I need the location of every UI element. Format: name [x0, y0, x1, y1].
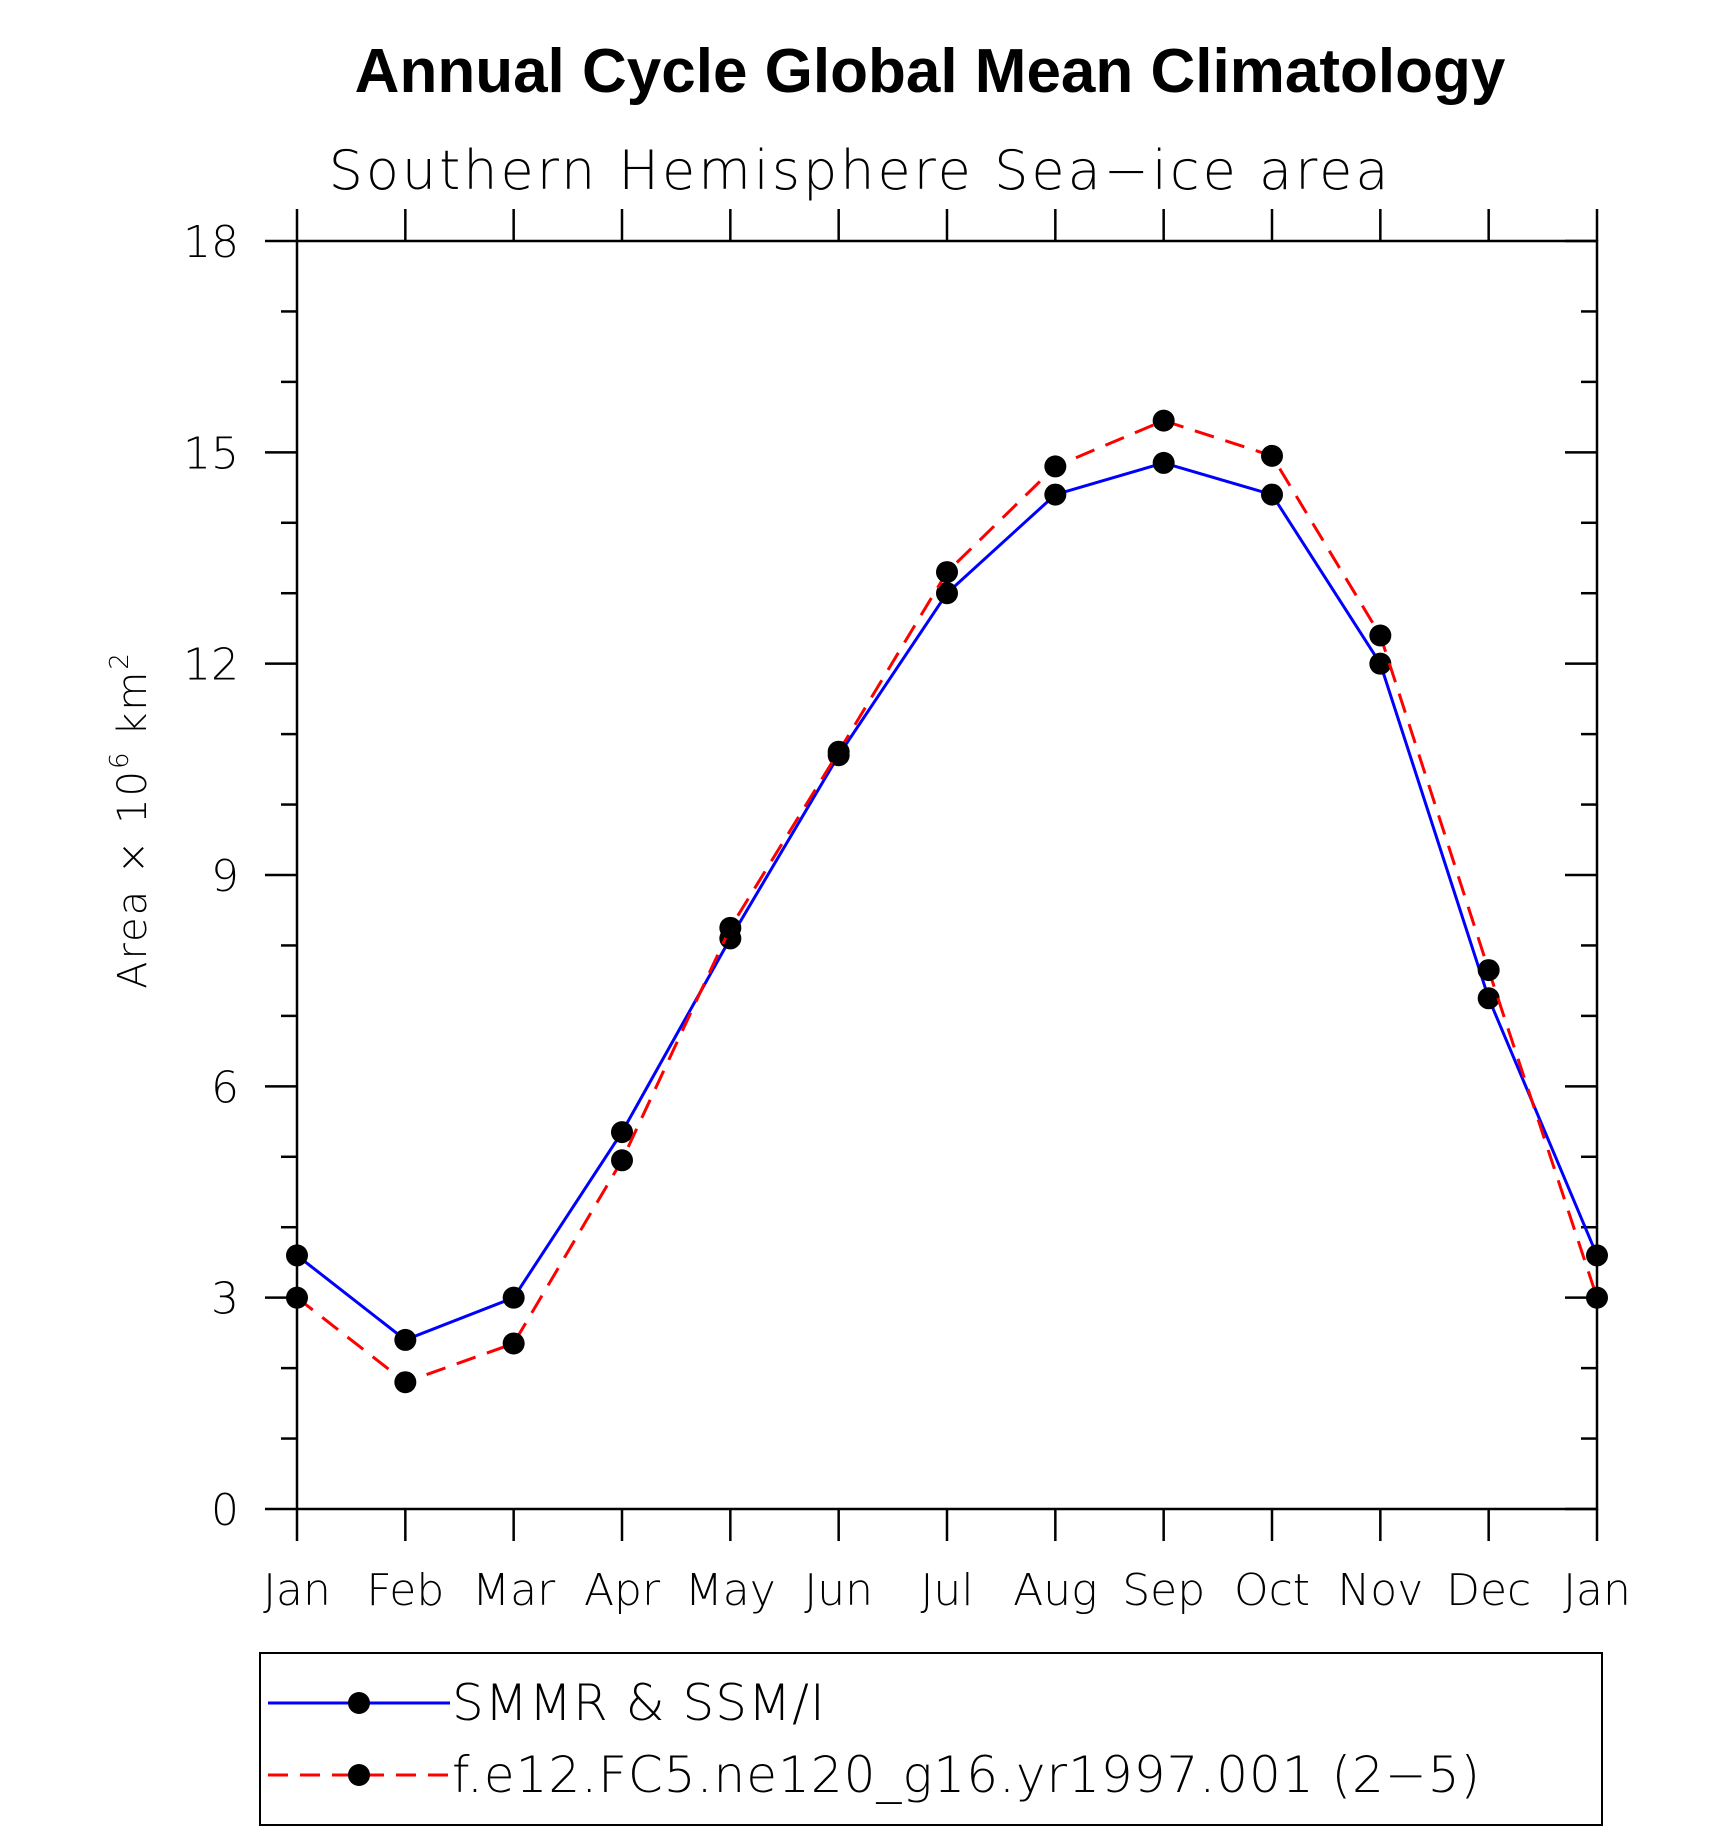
data-point — [1261, 444, 1283, 467]
series-1 — [286, 409, 1608, 1394]
x-tick-label: Jan — [263, 1565, 331, 1616]
data-point — [1586, 1244, 1608, 1267]
axes — [265, 209, 1599, 1541]
data-point — [1044, 455, 1067, 478]
y-tick-label: 15 — [183, 428, 239, 479]
data-point — [1477, 959, 1500, 982]
x-tick-label: Apr — [584, 1565, 661, 1616]
x-tick-label: Sep — [1122, 1565, 1205, 1616]
data-point — [1152, 451, 1175, 474]
legend: SMMR & SSM/I f.e12.FC5.ne120_g16.yr1997.… — [259, 1652, 1603, 1826]
data-point — [1369, 624, 1392, 647]
y-axis-label-prefix: Area × 10 — [110, 769, 156, 989]
data-point — [1369, 652, 1392, 675]
x-tick-label: Jul — [920, 1565, 973, 1616]
data-point — [394, 1371, 417, 1394]
y-axis-label: Area × 106 km2 — [105, 651, 156, 989]
data-point — [936, 561, 958, 584]
legend-marker-smmr — [348, 1692, 370, 1714]
chart-title: Annual Cycle Global Mean Climatology — [355, 37, 1506, 106]
x-tick-label: Oct — [1234, 1565, 1310, 1616]
y-axis-label-exponent-2: 2 — [105, 651, 135, 670]
x-tick-label: Feb — [366, 1565, 444, 1616]
data-point — [1152, 409, 1175, 432]
series-layer — [286, 409, 1608, 1394]
data-point — [286, 1286, 308, 1309]
y-axis-label-exponent-1: 6 — [105, 750, 135, 769]
y-tick-label: 0 — [211, 1485, 239, 1536]
x-tick-label: Mar — [472, 1565, 556, 1616]
x-tick-label: Jun — [804, 1565, 873, 1616]
data-point — [936, 582, 958, 605]
data-point — [1044, 483, 1067, 506]
x-tick-label: Aug — [1013, 1565, 1097, 1616]
data-point — [1261, 483, 1283, 506]
data-point — [827, 740, 850, 763]
series-0 — [286, 451, 1608, 1351]
data-point — [286, 1244, 308, 1267]
x-tick-labels: Jan Feb Mar Apr May Jun Jul Aug Sep Oct Nov Dec Jan — [263, 1565, 1631, 1616]
legend-box — [259, 1652, 1603, 1826]
data-point — [394, 1328, 417, 1351]
legend-marker-model — [348, 1764, 370, 1786]
x-tick-label: Nov — [1337, 1565, 1423, 1616]
y-tick-label: 3 — [211, 1274, 239, 1325]
data-point — [611, 1121, 633, 1144]
y-axis-label-unit: km — [110, 670, 156, 751]
x-tick-label: Jan — [1563, 1565, 1631, 1616]
chart-subtitle: Southern Hemisphere Sea−ice area — [329, 139, 1392, 202]
y-tick-label: 6 — [211, 1062, 239, 1113]
y-tick-label: 18 — [183, 217, 239, 268]
legend-label-model: f.e12.FC5.ne120_g16.yr1997.001 (2−5) — [452, 1746, 1481, 1804]
y-tick-label: 9 — [211, 851, 239, 902]
y-tick-label: 12 — [183, 640, 239, 691]
data-point — [611, 1149, 633, 1172]
legend-label-smmr: SMMR & SSM/I — [452, 1674, 826, 1732]
data-point — [502, 1286, 525, 1309]
y-tick-labels: 0 3 6 9 12 15 18 — [183, 217, 239, 1536]
data-point — [502, 1332, 525, 1355]
plot-frame — [295, 239, 1599, 1511]
x-tick-label: May — [685, 1565, 776, 1616]
data-point — [1477, 987, 1500, 1010]
data-point — [719, 916, 742, 939]
x-tick-label: Dec — [1446, 1565, 1531, 1616]
data-point — [1586, 1286, 1608, 1309]
